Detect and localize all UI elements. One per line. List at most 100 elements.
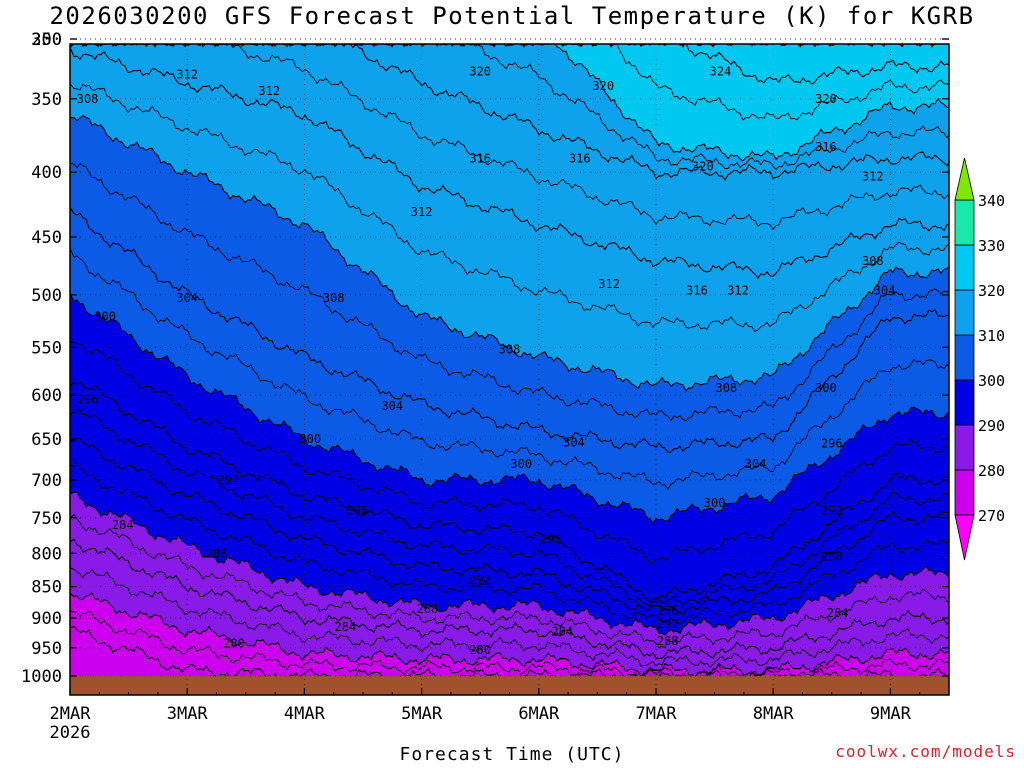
colorbar-label: 290 xyxy=(978,417,1005,435)
x-tick-label: 4MAR xyxy=(284,704,326,724)
credit-text: coolwx.com/models xyxy=(835,742,1016,761)
contour-label: 324 xyxy=(710,64,732,78)
x-tick-label: 7MAR xyxy=(636,704,678,724)
y-tick-label: 250 xyxy=(31,30,62,50)
contour-label: 320 xyxy=(376,32,398,46)
colorbar-label: 320 xyxy=(978,282,1005,300)
colorbar-label: 280 xyxy=(978,462,1005,480)
colorbar-label: 330 xyxy=(978,237,1005,255)
isentrope-line xyxy=(70,249,949,491)
contour-label: 308 xyxy=(499,342,521,356)
isentrope-line xyxy=(70,161,949,422)
isentrope-line xyxy=(95,44,949,171)
contour-label: 288 xyxy=(206,546,228,560)
theta-fill-layer xyxy=(70,44,949,695)
isentrope-line xyxy=(70,436,949,616)
x-tick-label: 9MAR xyxy=(870,704,912,724)
contour-label: 292 xyxy=(217,473,239,487)
contour-label: 316 xyxy=(159,32,181,46)
colorbar-band xyxy=(954,469,975,516)
contour-label: 320 xyxy=(592,79,614,93)
colorbar-label: 300 xyxy=(978,372,1005,390)
isentrope-line xyxy=(70,208,949,453)
contour-label: 296 xyxy=(346,503,368,517)
isentrope-line xyxy=(70,491,949,636)
contour-label: 300 xyxy=(704,496,726,510)
contour-label: 288 xyxy=(417,602,439,616)
x-axis-title: Forecast Time (UTC) xyxy=(399,744,625,765)
contour-label: 304 xyxy=(745,457,767,471)
contour-label: 292 xyxy=(657,617,679,631)
isentrope-line xyxy=(70,567,949,669)
colorbar-band xyxy=(954,244,975,291)
colorbar-band xyxy=(954,289,975,336)
colorbar-band xyxy=(954,199,975,246)
contour-label: 296 xyxy=(657,604,679,618)
isentrope-line xyxy=(70,293,949,524)
contour-label: 284 xyxy=(551,624,573,638)
contour-label: 280 xyxy=(223,637,245,651)
colorbar-label: 310 xyxy=(978,327,1005,345)
contour-label: 324 xyxy=(839,32,861,46)
y-tick-label: 750 xyxy=(31,509,62,529)
contour-label: 308 xyxy=(323,291,345,305)
contour-label: 308 xyxy=(715,381,737,395)
contour-label: 288 xyxy=(657,634,679,648)
x-tick-label: 3MAR xyxy=(167,704,209,724)
colorbar-label: 270 xyxy=(978,507,1005,525)
isentrope-line xyxy=(70,338,949,564)
contour-label: 292 xyxy=(469,573,491,587)
contour-label: 324 xyxy=(516,32,538,46)
contour-label: 312 xyxy=(862,169,884,183)
contour-label: 316 xyxy=(569,151,591,165)
isentrope-line xyxy=(70,610,949,682)
ground-surface xyxy=(70,676,949,695)
contour-label: 312 xyxy=(176,68,198,82)
contour-label: 312 xyxy=(727,283,749,297)
contour-label: 288 xyxy=(821,550,843,564)
y-tick-label: 850 xyxy=(31,578,62,598)
y-tick-label: 300 xyxy=(31,30,62,50)
contour-label: 296 xyxy=(540,532,562,546)
y-axis: 2503003504004505005506006507007508008509… xyxy=(21,30,949,687)
y-tick-label: 350 xyxy=(31,90,62,110)
contour-label: 336 xyxy=(786,32,808,46)
grid xyxy=(70,38,949,695)
x-tick-label: 2MAR xyxy=(50,704,92,724)
contour-label: 292 xyxy=(821,503,843,517)
x-tick-label: 5MAR xyxy=(401,704,443,724)
contour-label: 328 xyxy=(885,32,907,46)
contour-label: 300 xyxy=(510,457,532,471)
contour-label: 324 xyxy=(616,32,638,46)
isentrope-line xyxy=(70,513,949,649)
contour-label: 316 xyxy=(469,151,491,165)
contour-label: 312 xyxy=(258,84,280,98)
isentrope-line xyxy=(70,48,949,280)
theta-band-fill xyxy=(70,593,949,695)
contour-label: 320 xyxy=(129,32,151,46)
colorbar-label: 340 xyxy=(978,192,1005,210)
isentrope-line xyxy=(99,44,905,48)
contour-label: 316 xyxy=(815,140,837,154)
contour-label: 312 xyxy=(598,277,620,291)
isentrope-line xyxy=(70,44,923,48)
y-tick-label: 600 xyxy=(31,386,62,406)
chart-title: 2026030200 GFS Forecast Potential Temper… xyxy=(49,2,975,30)
y-tick-label: 500 xyxy=(31,286,62,306)
isentrope-line xyxy=(70,538,949,659)
contour-label: 332 xyxy=(733,32,755,46)
contour-label: 284 xyxy=(335,620,357,634)
y-tick-label: 650 xyxy=(31,430,62,450)
x-tick-label: 8MAR xyxy=(753,704,795,724)
y-tick-label: 900 xyxy=(31,609,62,629)
contour-label: 284 xyxy=(112,518,134,532)
isentrope-line xyxy=(70,83,949,332)
contour-label: 296 xyxy=(77,393,99,407)
contour-label: 308 xyxy=(77,92,99,106)
isentrope-line xyxy=(111,44,949,162)
isentrope-line xyxy=(93,44,949,181)
y-tick-label: 1000 xyxy=(21,667,62,687)
contour-label: 304 xyxy=(874,283,896,297)
contour-label: 304 xyxy=(176,291,198,305)
x-tick-label: 6MAR xyxy=(518,704,560,724)
